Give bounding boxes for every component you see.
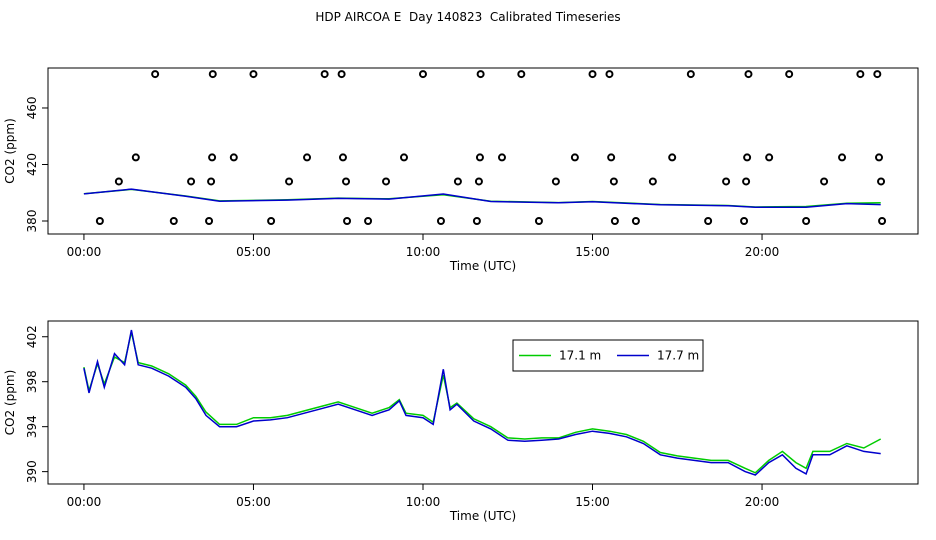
y-axis-label: CO2 (ppm) xyxy=(3,118,17,184)
data-point xyxy=(187,177,196,186)
x-tick-label: 05:00 xyxy=(236,495,271,509)
data-point xyxy=(474,177,483,186)
data-point xyxy=(607,153,616,162)
data-line xyxy=(83,188,881,209)
data-point xyxy=(418,70,427,79)
data-line xyxy=(83,329,881,476)
data-point xyxy=(704,217,713,226)
data-point xyxy=(475,153,484,162)
x-tick-label: 10:00 xyxy=(406,245,441,259)
legend-label: 17.7 m xyxy=(657,349,699,363)
data-point xyxy=(740,217,749,226)
data-point xyxy=(364,217,373,226)
y-tick-label: 394 xyxy=(25,415,39,438)
x-tick-label: 05:00 xyxy=(236,245,271,259)
data-point xyxy=(337,70,346,79)
y-tick-label: 390 xyxy=(25,460,39,483)
data-point xyxy=(742,177,751,186)
data-point xyxy=(517,70,526,79)
x-axis-label: Time (UTC) xyxy=(449,259,516,273)
data-point xyxy=(343,217,352,226)
data-point xyxy=(570,153,579,162)
data-point xyxy=(875,153,884,162)
x-tick-label: 00:00 xyxy=(67,245,102,259)
x-tick-label: 10:00 xyxy=(406,495,441,509)
data-point xyxy=(785,70,794,79)
y-tick-label: 380 xyxy=(25,210,39,233)
data-point xyxy=(856,70,865,79)
y-axis-label: CO2 (ppm) xyxy=(3,370,17,436)
data-point xyxy=(208,153,217,162)
data-point xyxy=(249,70,258,79)
data-point xyxy=(534,217,543,226)
data-point xyxy=(267,217,276,226)
data-point xyxy=(472,217,481,226)
data-point xyxy=(400,153,409,162)
data-point xyxy=(765,153,774,162)
data-point xyxy=(631,217,640,226)
plot-box xyxy=(47,67,919,235)
data-point xyxy=(610,217,619,226)
data-point xyxy=(303,153,312,162)
x-tick-label: 00:00 xyxy=(67,495,102,509)
data-point xyxy=(285,177,294,186)
data-point xyxy=(838,153,847,162)
data-point xyxy=(114,177,123,186)
x-tick-label: 20:00 xyxy=(745,495,780,509)
y-tick-label: 402 xyxy=(25,325,39,348)
data-point xyxy=(686,70,695,79)
data-point xyxy=(151,70,160,79)
x-axis-label: Time (UTC) xyxy=(449,509,516,523)
data-point xyxy=(95,217,104,226)
data-point xyxy=(648,177,657,186)
x-tick-label: 15:00 xyxy=(575,245,610,259)
data-point xyxy=(338,153,347,162)
data-point xyxy=(873,70,882,79)
data-point xyxy=(743,153,752,162)
data-point xyxy=(802,217,811,226)
data-point xyxy=(878,217,887,226)
y-tick-label: 398 xyxy=(25,370,39,393)
data-point xyxy=(609,177,618,186)
data-point xyxy=(588,70,597,79)
data-point xyxy=(169,217,178,226)
x-tick-label: 15:00 xyxy=(575,495,610,509)
data-point xyxy=(229,153,238,162)
legend-label: 17.1 m xyxy=(559,349,601,363)
y-tick-label: 420 xyxy=(25,153,39,176)
plot-box xyxy=(47,320,919,485)
data-point xyxy=(551,177,560,186)
y-tick-label: 460 xyxy=(25,97,39,120)
data-point xyxy=(820,177,829,186)
data-point xyxy=(382,177,391,186)
data-point xyxy=(668,153,677,162)
data-point xyxy=(744,70,753,79)
data-point xyxy=(605,70,614,79)
x-tick-label: 20:00 xyxy=(745,245,780,259)
data-point xyxy=(476,70,485,79)
data-point xyxy=(207,177,216,186)
data-point xyxy=(320,70,329,79)
data-point xyxy=(436,217,445,226)
legend-box xyxy=(512,339,704,372)
data-point xyxy=(205,217,214,226)
data-point xyxy=(131,153,140,162)
data-point xyxy=(453,177,462,186)
chart-title: HDP AIRCOA E Day 140823 Calibrated Times… xyxy=(315,10,620,24)
data-point xyxy=(342,177,351,186)
data-point xyxy=(877,177,886,186)
data-point xyxy=(722,177,731,186)
data-point xyxy=(497,153,506,162)
data-point xyxy=(208,70,217,79)
